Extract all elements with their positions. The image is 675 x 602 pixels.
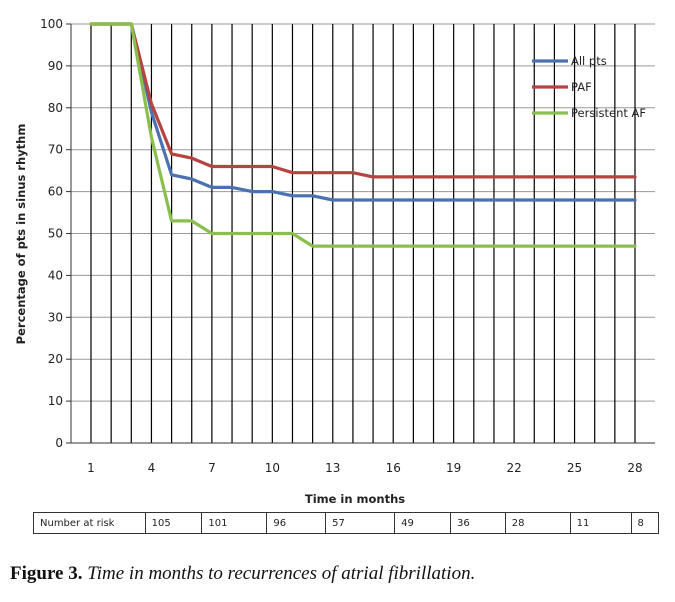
legend: All pts PAF Persistent AF — [532, 54, 646, 120]
y-tick-label: 80 — [48, 101, 63, 115]
axes — [66, 23, 655, 444]
y-axis-label: Percentage of pts in sinus rhythm — [14, 124, 28, 345]
x-tick-label: 10 — [265, 461, 280, 475]
x-tick-label: 19 — [446, 461, 461, 475]
risk-value: 49 — [394, 512, 451, 534]
x-tick-label: 7 — [208, 461, 216, 475]
number-at-risk-row: Number at risk 105 101 96 57 49 36 28 11… — [33, 512, 660, 534]
y-tick-label: 0 — [55, 436, 63, 450]
y-tick-label: 70 — [48, 143, 63, 157]
survival-chart: 0 10 20 30 40 50 60 70 80 90 100 1 4 7 10 13 16 19 22 25 28… — [14, 17, 655, 506]
y-tick-label: 30 — [48, 310, 63, 324]
risk-value: 101 — [201, 512, 268, 534]
series-line-all-pts — [89, 22, 637, 202]
x-tick-label: 28 — [627, 461, 642, 475]
x-tick-label: 25 — [567, 461, 582, 475]
x-tick-label: 13 — [325, 461, 340, 475]
gridlines — [71, 23, 655, 444]
figure-caption: Figure 3. Time in months to recurrences … — [10, 563, 475, 585]
number-at-risk-label: Number at risk — [33, 512, 146, 534]
risk-value: 11 — [569, 512, 632, 534]
y-tick-label: 40 — [48, 268, 63, 282]
legend-label-all-pts: All pts — [571, 54, 607, 68]
number-at-risk-table: Number at risk 105 101 96 57 49 36 28 11… — [33, 512, 660, 534]
risk-value: 57 — [325, 512, 396, 534]
y-tick-label: 90 — [48, 59, 63, 73]
figure-caption-text: Time in months to recurrences of atrial … — [87, 563, 476, 584]
risk-value: 36 — [449, 512, 506, 534]
x-axis-label: Time in months — [305, 492, 405, 506]
x-tick-label: 16 — [386, 461, 401, 475]
y-tick-label: 50 — [48, 227, 63, 241]
y-tick-label: 20 — [48, 352, 63, 366]
risk-value: 105 — [144, 512, 203, 534]
risk-value: 28 — [504, 512, 571, 534]
series-lines — [89, 22, 637, 248]
risk-value: 96 — [266, 512, 327, 534]
figure-caption-label: Figure 3. — [10, 563, 83, 584]
y-tick-labels: 0 10 20 30 40 50 60 70 80 90 100 — [40, 17, 63, 450]
y-tick-label: 100 — [40, 17, 63, 31]
x-tick-labels: 1 4 7 10 13 16 19 22 25 28 — [87, 461, 642, 475]
y-tick-label: 10 — [48, 394, 63, 408]
legend-label-paf: PAF — [571, 80, 592, 94]
legend-label-persistent-af: Persistent AF — [571, 106, 646, 120]
x-tick-label: 22 — [506, 461, 521, 475]
series-line-persistent-af — [89, 22, 637, 248]
x-tick-label: 1 — [87, 461, 95, 475]
risk-value: 8 — [630, 512, 660, 534]
y-tick-label: 60 — [48, 185, 63, 199]
series-line-paf — [89, 22, 637, 179]
x-tick-label: 4 — [148, 461, 156, 475]
